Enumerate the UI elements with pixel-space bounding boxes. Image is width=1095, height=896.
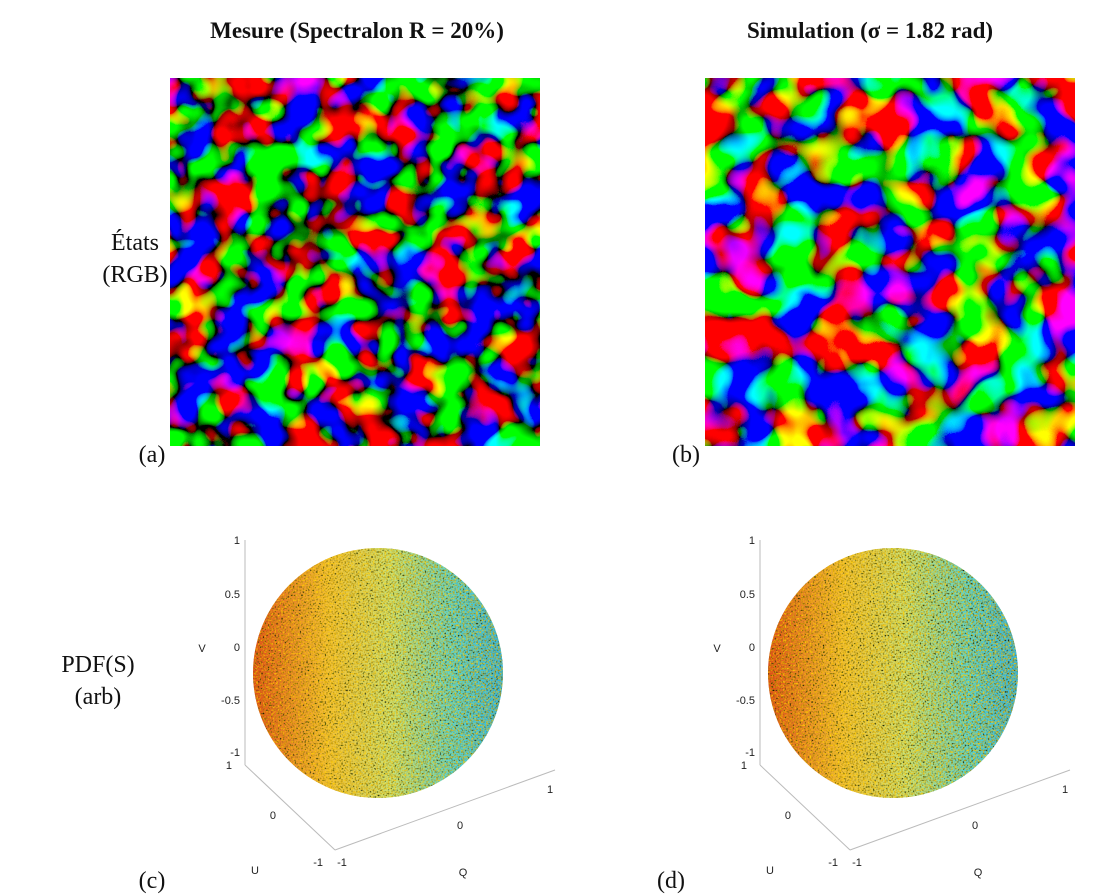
tick-label: 1: [741, 760, 747, 772]
tick-label: 0.5: [740, 589, 755, 601]
axis-label: U: [766, 865, 774, 877]
tick-label: 0: [785, 810, 791, 822]
axis-line: [849, 769, 1071, 851]
tick-label: 0.5: [225, 589, 240, 601]
axis-line: [244, 764, 336, 851]
axis-label: U: [251, 865, 259, 877]
column-title: Mesure (Spectralon R = 20%): [210, 18, 504, 43]
column-title: Simulation (σ = 1.82 rad): [747, 18, 993, 43]
sphere: [768, 548, 1018, 798]
tick-label: 1: [234, 535, 240, 547]
panel-label: (b): [672, 442, 700, 468]
axis-label: Q: [974, 867, 983, 879]
tick-label: -1: [313, 857, 323, 869]
tick-label: 0: [972, 820, 978, 832]
axis-label: Q: [459, 867, 468, 879]
tick-label: -1: [230, 747, 240, 759]
speckle-image: [170, 78, 540, 446]
row-label: PDF(S): [61, 652, 134, 678]
tick-label: 0: [457, 820, 463, 832]
axis-line: [759, 764, 851, 851]
tick-label: -0.5: [736, 695, 755, 707]
axis-label: V: [198, 643, 206, 655]
tick-label: 1: [547, 784, 553, 796]
panel-label: (a): [139, 442, 166, 468]
panel-label: (d): [657, 868, 685, 894]
tick-label: -1: [852, 857, 862, 869]
tick-label: -1: [745, 747, 755, 759]
speckle-image: [705, 78, 1075, 446]
tick-label: -0.5: [221, 695, 240, 707]
tick-label: 0: [749, 642, 755, 654]
row-label: (arb): [75, 684, 122, 710]
tick-label: 1: [749, 535, 755, 547]
tick-label: 0: [234, 642, 240, 654]
tick-label: -1: [337, 857, 347, 869]
axis-line: [334, 769, 556, 851]
sphere: [253, 548, 503, 798]
panel-label: (c): [139, 868, 166, 894]
tick-label: 1: [1062, 784, 1068, 796]
row-label: (RGB): [102, 262, 167, 288]
axis-label: V: [713, 643, 721, 655]
tick-label: -1: [828, 857, 838, 869]
tick-label: 1: [226, 760, 232, 772]
tick-label: 0: [270, 810, 276, 822]
row-label: États: [111, 230, 159, 256]
